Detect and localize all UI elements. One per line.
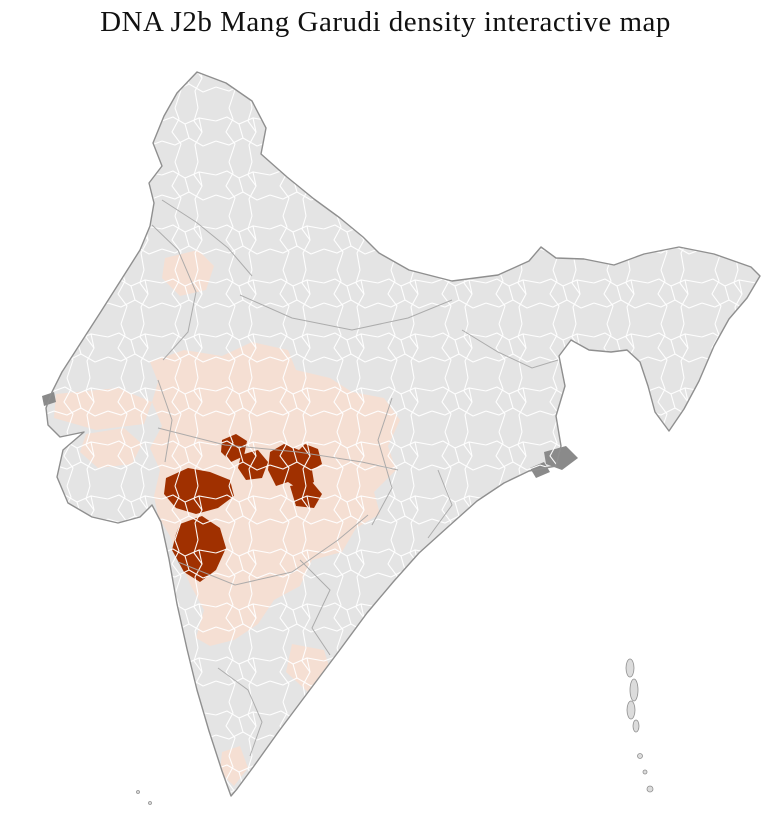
district-boundaries-mesh (46, 72, 760, 796)
india-country-outline (45, 71, 761, 797)
lakshadweep-island (148, 801, 152, 805)
andaman-island[interactable] (629, 678, 639, 702)
andaman-nicobar-islands[interactable] (625, 658, 654, 793)
page-title: DNA J2b Mang Garudi density interactive … (100, 6, 671, 38)
nicobar-island[interactable] (642, 769, 648, 775)
lakshadweep-island (136, 790, 140, 794)
andaman-island[interactable] (626, 700, 636, 720)
nicobar-island[interactable] (646, 785, 654, 793)
nicobar-island[interactable] (637, 753, 643, 759)
lakshadweep-islands (136, 790, 152, 805)
andaman-island[interactable] (625, 658, 635, 678)
andaman-island[interactable] (632, 719, 640, 733)
state-borders (151, 199, 559, 757)
